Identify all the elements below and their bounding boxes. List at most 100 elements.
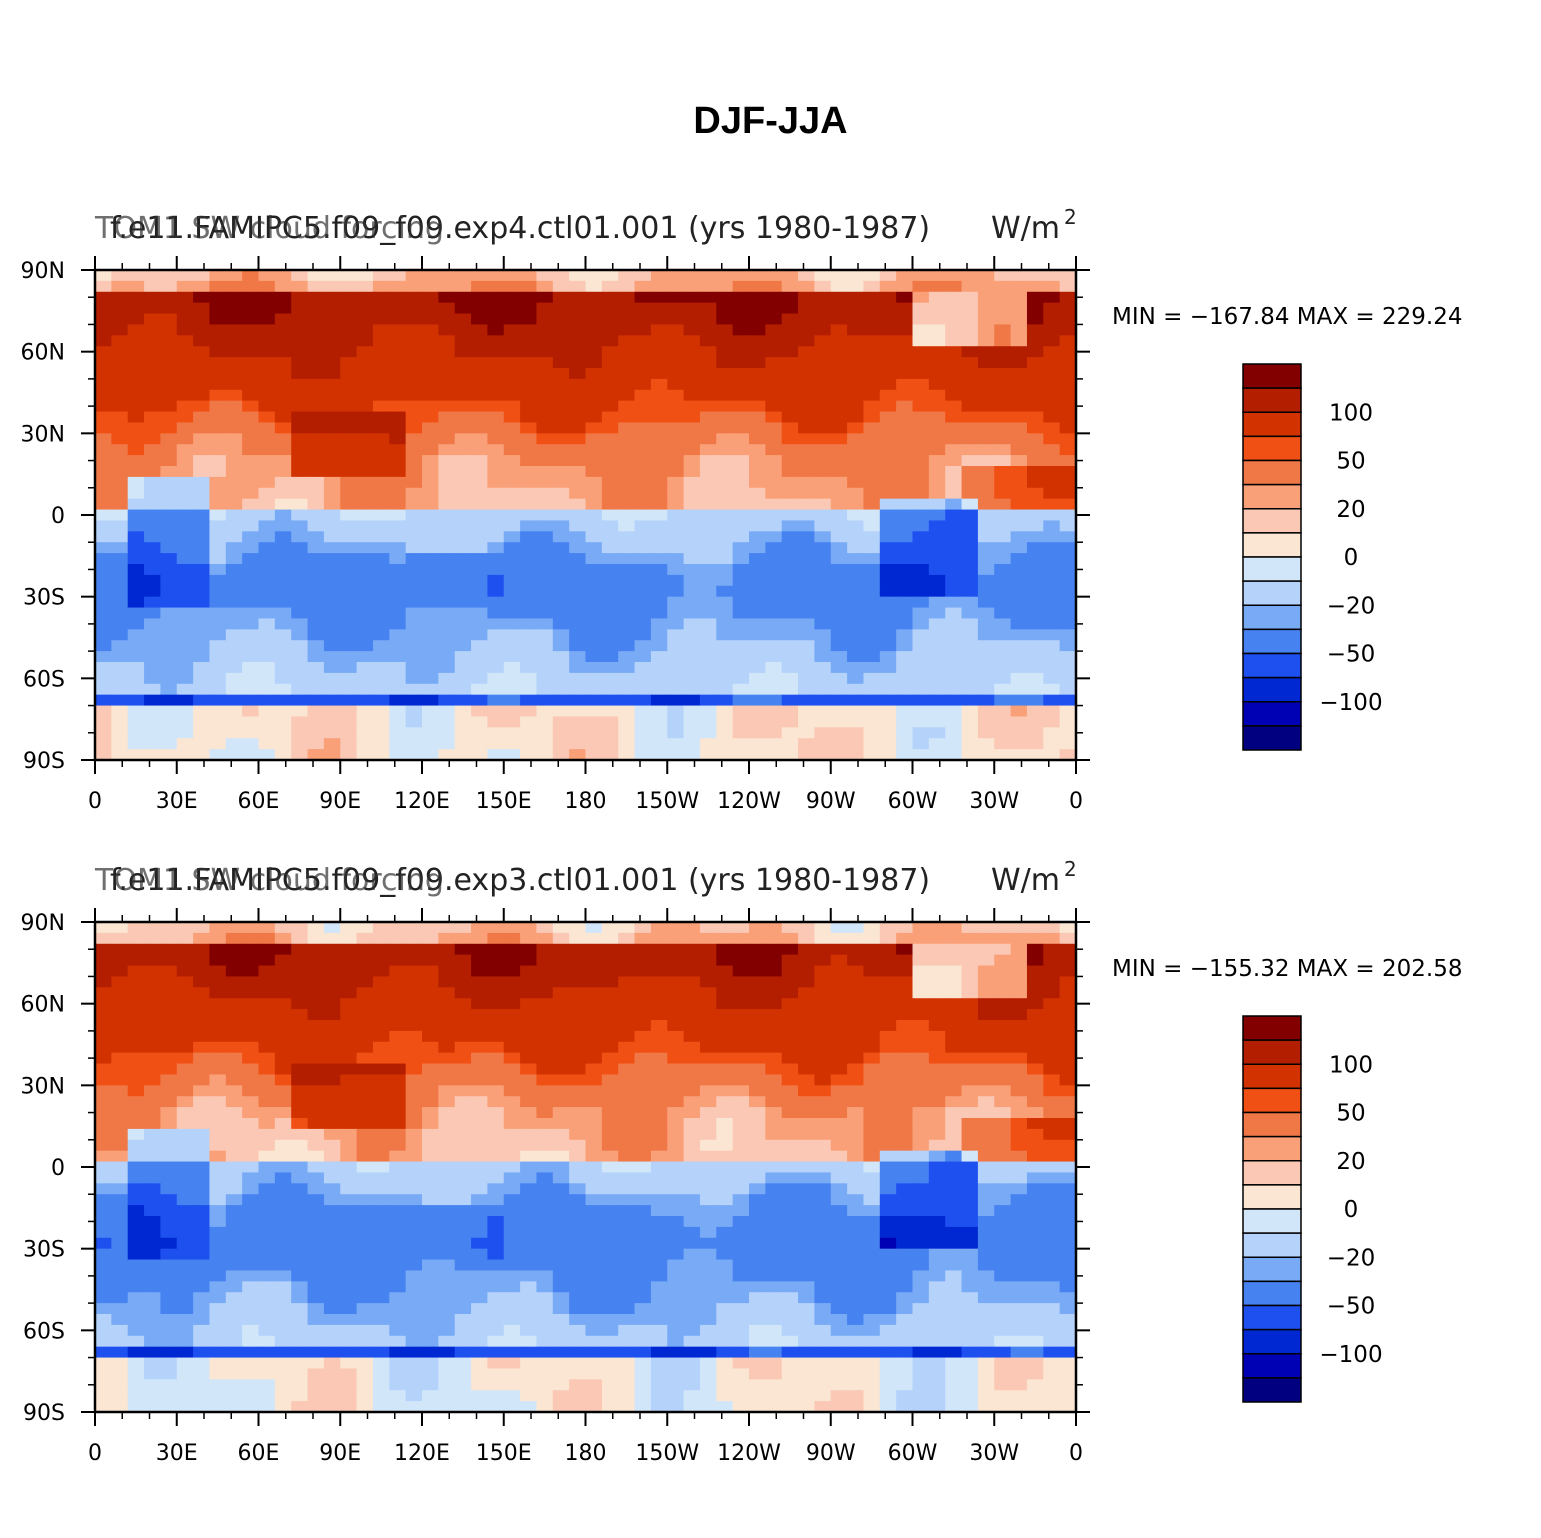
field-cell — [1010, 1172, 1028, 1184]
field-cell — [193, 1161, 211, 1174]
field-cell — [405, 509, 423, 522]
field-cell — [422, 509, 439, 522]
field-cell — [732, 291, 750, 304]
field-cell — [503, 640, 521, 652]
field-cell — [585, 1030, 603, 1043]
field-cell — [307, 378, 325, 391]
field-cell — [765, 411, 783, 424]
field-cell — [209, 716, 227, 728]
field-cell — [356, 1096, 374, 1108]
field-cell — [618, 1063, 636, 1076]
field-cell — [176, 987, 194, 999]
field-cell — [1059, 378, 1077, 391]
field-cell — [716, 1216, 734, 1228]
field-cell — [111, 542, 129, 554]
field-cell — [438, 291, 456, 304]
field-cell — [291, 1281, 309, 1293]
field-cell — [356, 1041, 374, 1054]
field-cell — [160, 987, 178, 999]
field-cell — [716, 1292, 734, 1304]
field-cell — [667, 498, 685, 511]
field-cell — [765, 1270, 783, 1282]
field-cell — [274, 727, 292, 739]
field-cell — [95, 1041, 112, 1054]
field-cell — [258, 1248, 276, 1261]
field-cell — [536, 487, 554, 500]
field-cell — [585, 302, 603, 315]
field-cell — [323, 1107, 341, 1119]
field-cell — [781, 1030, 799, 1043]
field-cell — [699, 368, 717, 380]
field-cell — [781, 509, 799, 522]
field-cell — [389, 368, 407, 380]
field-cell — [830, 280, 848, 293]
field-cell — [814, 1281, 832, 1293]
field-cell — [127, 976, 145, 988]
field-cell — [896, 291, 914, 304]
field-cell — [356, 433, 374, 445]
field-cell — [896, 954, 914, 967]
field-cell — [798, 1009, 815, 1021]
field-cell — [258, 943, 276, 956]
field-cell — [356, 335, 374, 347]
field-cell — [520, 1303, 538, 1315]
field-cell — [487, 943, 505, 956]
field-cell — [454, 1085, 472, 1097]
field-cell — [912, 738, 930, 750]
field-cell — [176, 1248, 194, 1261]
field-cell — [912, 324, 930, 336]
field-cell — [879, 1074, 897, 1086]
field-cell — [945, 1248, 963, 1261]
field-cell — [830, 716, 848, 728]
field-cell — [487, 487, 505, 500]
field-cell — [503, 564, 521, 576]
field-cell — [601, 1194, 619, 1206]
field-cell — [536, 965, 554, 978]
field-cell — [699, 564, 717, 576]
field-cell — [912, 368, 930, 380]
field-cell — [896, 520, 914, 532]
field-cell — [634, 607, 652, 620]
field-cell — [503, 1118, 521, 1130]
field-cell — [830, 476, 848, 489]
field-cell — [569, 1107, 587, 1119]
field-cell — [372, 640, 390, 652]
field-cell — [291, 1161, 309, 1174]
field-cell — [274, 531, 292, 543]
field-cell — [127, 1281, 145, 1293]
field-cell — [274, 520, 292, 532]
field-cell — [765, 618, 783, 630]
field-cell — [536, 313, 554, 326]
field-cell — [683, 335, 701, 347]
field-cell — [977, 976, 995, 988]
field-cell — [471, 629, 488, 641]
field-cell — [977, 1259, 995, 1272]
field-cell — [683, 618, 701, 630]
field-cell — [111, 357, 129, 369]
field-cell — [193, 922, 211, 934]
field-cell — [471, 553, 488, 565]
field-cell — [699, 378, 717, 391]
field-cell — [307, 629, 325, 641]
field-cell — [176, 346, 194, 358]
field-cell — [928, 313, 946, 326]
field-cell — [323, 302, 341, 315]
field-cell — [160, 542, 178, 554]
field-cell — [95, 335, 112, 347]
field-cell — [601, 1172, 619, 1184]
field-cell — [781, 531, 799, 543]
field-cell — [961, 1128, 979, 1141]
field-cell — [699, 531, 717, 543]
field-cell — [618, 1052, 636, 1065]
field-cell — [487, 1194, 505, 1206]
field-cell — [830, 455, 848, 467]
field-cell — [863, 954, 881, 967]
field-cell — [634, 1020, 652, 1032]
field-cell — [471, 749, 488, 761]
field-cell — [650, 976, 668, 988]
field-cell — [650, 335, 668, 347]
field-cell — [798, 662, 815, 674]
field-cell — [454, 466, 472, 478]
field-cell — [291, 965, 309, 978]
field-cell — [127, 954, 145, 967]
